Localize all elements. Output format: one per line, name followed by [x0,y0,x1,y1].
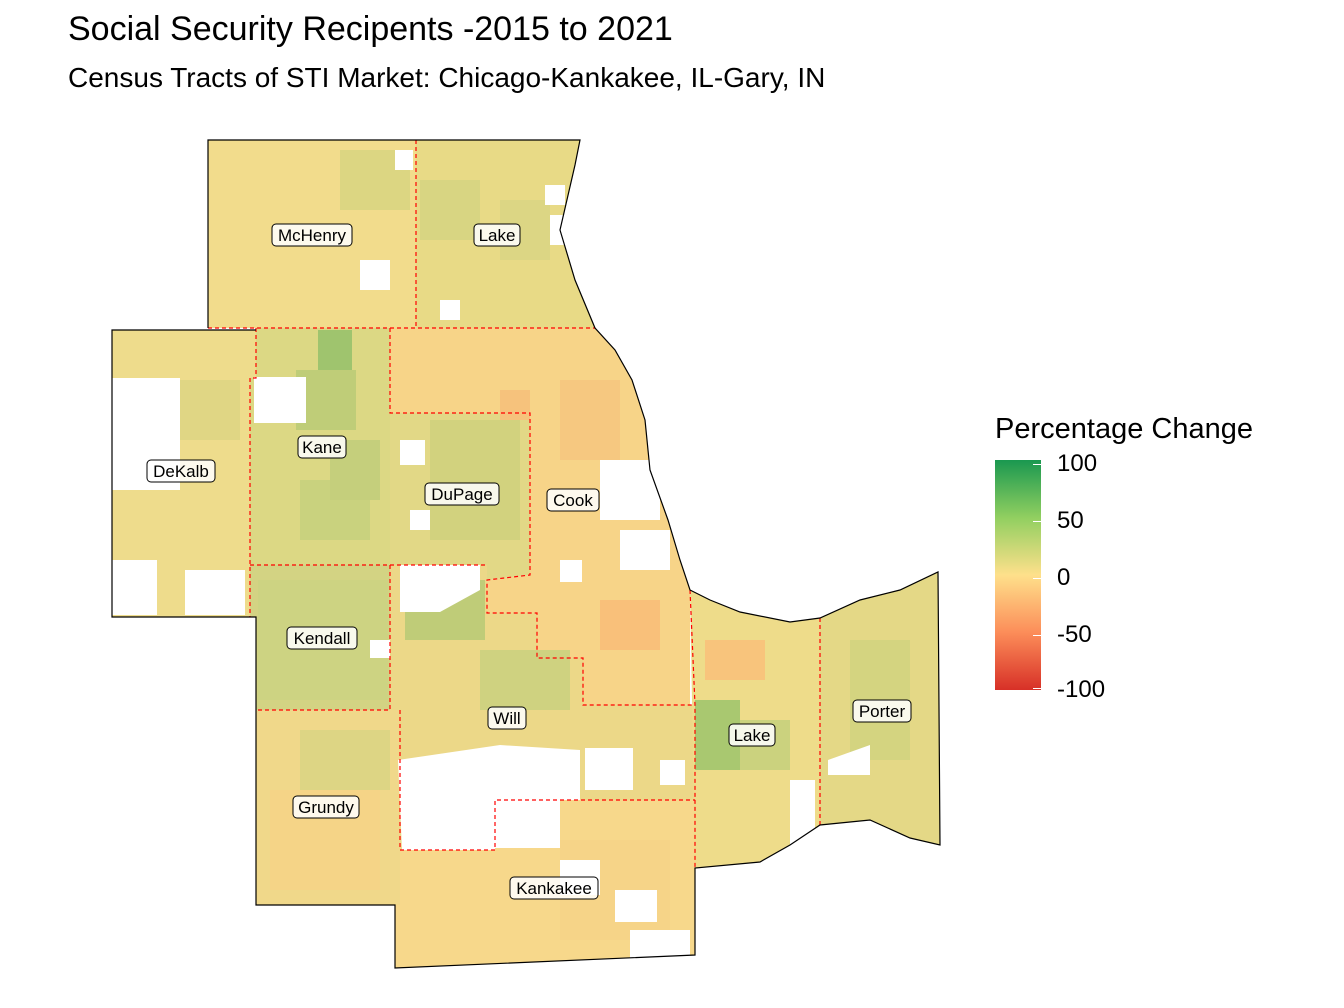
county-label-text: Kane [302,438,342,457]
legend-tick-mark [1033,635,1041,636]
county-label-text: Kendall [294,629,351,648]
county-label-text: Will [493,709,520,728]
county-label-kankakee: Kankakee [509,876,599,900]
map-subtitle: Census Tracts of STI Market: Chicago-Kan… [68,62,826,93]
county-label-text: Kankakee [516,879,592,898]
county-label-text: DuPage [431,485,492,504]
legend-tick-label: -50 [1057,621,1092,648]
county-label-mchenry: McHenry [271,223,353,247]
county-label-cook: Cook [546,488,600,512]
legend-tick-label: 0 [1057,564,1071,591]
county-label-text: DeKalb [153,462,209,481]
county-label-text: Cook [553,491,593,510]
map-title: Social Security Recipents -2015 to 2021 [68,10,673,48]
county-label-text: McHenry [278,226,347,245]
legend-tick-mark [1033,464,1041,465]
county-label-dupage: DuPage [424,482,500,506]
county-label-text: Lake [479,226,516,245]
county-label-text: Lake [734,726,771,745]
county-label-kane: Kane [297,435,347,459]
county-label-dekalb: DeKalb [146,459,216,483]
county-label-kendall: Kendall [286,626,358,650]
county-label-will: Will [487,706,527,730]
county-label-lake-in: Lake [728,723,776,747]
market-outline [111,139,941,969]
county-label-text: Grundy [298,798,354,817]
legend-tick-mark [1033,521,1041,522]
legend-tick-label: 100 [1057,450,1098,477]
county-label-lake-il: Lake [473,223,521,247]
county-label-porter: Porter [852,699,912,723]
county-label-text: Porter [859,702,906,721]
legend-tick-mark [1033,578,1041,579]
county-label-grundy: Grundy [292,795,360,819]
county-borders [208,140,821,868]
legend-title: Percentage Change [995,413,1253,445]
legend-tick-mark [1033,688,1041,689]
legend-tick-label: 50 [1057,507,1084,534]
legend-tick-label: -100 [1057,676,1106,703]
legend-color-bar [995,460,1041,690]
county-labels: McHenry Lake DeKalb Kane DuPage Cook Ken… [146,223,912,900]
